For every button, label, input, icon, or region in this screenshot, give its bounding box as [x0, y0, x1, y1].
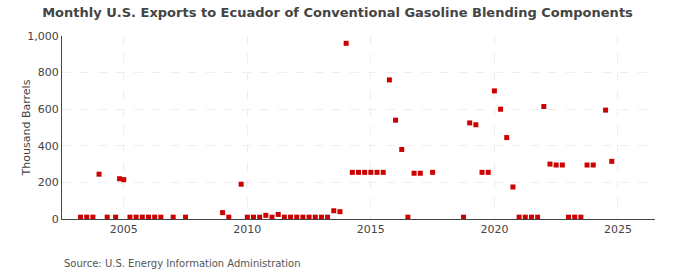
svg-text:400: 400 — [38, 140, 59, 153]
svg-text:2025: 2025 — [604, 223, 632, 236]
svg-text:0: 0 — [52, 213, 59, 226]
svg-text:200: 200 — [38, 176, 59, 189]
svg-text:600: 600 — [38, 103, 59, 116]
svg-text:2015: 2015 — [357, 223, 385, 236]
svg-text:2020: 2020 — [480, 223, 508, 236]
svg-text:Thousand Barrels: Thousand Barrels — [20, 79, 33, 176]
svg-text:Monthly U.S. Exports to Ecuado: Monthly U.S. Exports to Ecuador of Conve… — [42, 5, 633, 20]
svg-text:800: 800 — [38, 66, 59, 79]
svg-text:2010: 2010 — [233, 223, 261, 236]
svg-text:2005: 2005 — [110, 223, 138, 236]
svg-text:Source: U.S. Energy Informatio: Source: U.S. Energy Information Administ… — [64, 258, 301, 269]
svg-text:1,000: 1,000 — [27, 30, 59, 43]
